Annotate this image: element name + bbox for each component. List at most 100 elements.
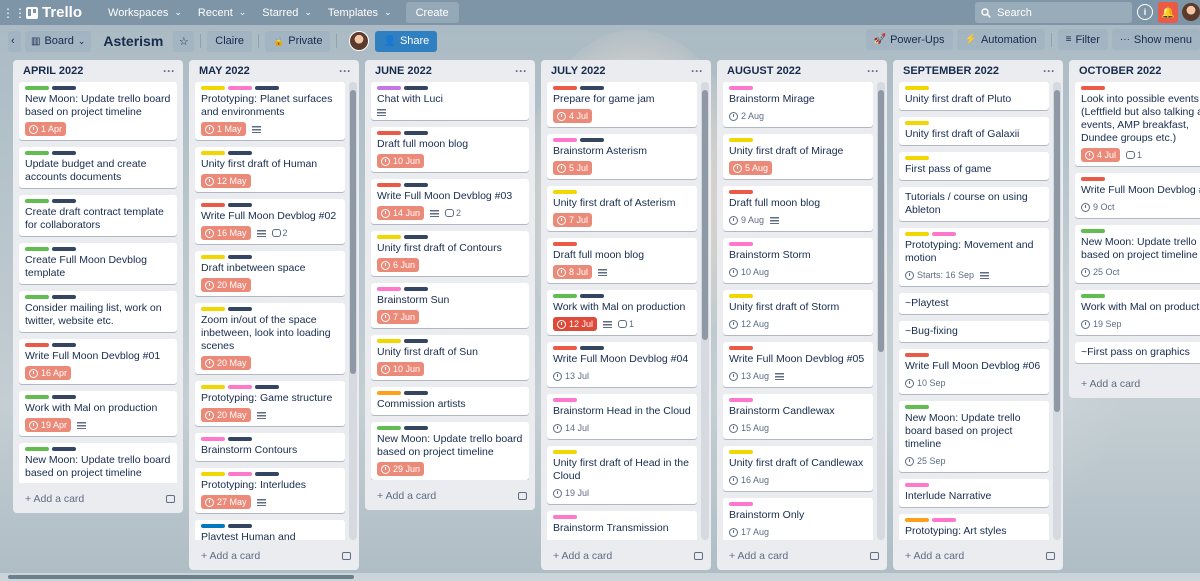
list-title[interactable]: JUNE 2022 xyxy=(375,65,432,77)
label-navy[interactable] xyxy=(52,447,76,451)
label-navy[interactable] xyxy=(404,426,428,430)
label-red[interactable] xyxy=(201,203,225,207)
card[interactable]: Brainstorm Mirage 2 Aug xyxy=(723,82,873,127)
label-navy[interactable] xyxy=(404,131,428,135)
card[interactable]: Prototyping: Art styles22 May xyxy=(899,514,1049,540)
label-yellow[interactable] xyxy=(553,190,577,194)
list-vertical-scrollbar[interactable] xyxy=(877,82,885,540)
add-card-button[interactable]: + Add a card xyxy=(373,486,527,506)
list-title[interactable]: MAY 2022 xyxy=(199,65,250,77)
card[interactable]: Create Full Moon Devblog template xyxy=(19,243,177,284)
due-date-badge[interactable]: 9 Aug xyxy=(729,213,764,227)
due-date-badge[interactable]: 25 Oct xyxy=(1081,265,1120,279)
due-date-badge[interactable]: 10 Jun xyxy=(377,362,425,376)
label-navy[interactable] xyxy=(580,86,604,90)
list-title[interactable]: SEPTEMBER 2022 xyxy=(903,65,999,77)
create-from-template-icon[interactable] xyxy=(694,552,703,560)
label-pink[interactable] xyxy=(553,398,577,402)
card[interactable]: New Moon: Update trello board based on p… xyxy=(19,443,177,483)
menu-starred[interactable]: Starred ⌄ xyxy=(254,2,320,24)
card[interactable]: Write Full Moon Devblog #05 13 Aug xyxy=(723,342,873,387)
label-navy[interactable] xyxy=(404,183,428,187)
card[interactable]: Brainstorm Contours xyxy=(195,433,345,461)
label-green[interactable] xyxy=(1081,229,1105,233)
label-red[interactable] xyxy=(553,242,577,246)
due-date-badge[interactable]: 20 May xyxy=(201,278,251,292)
label-pink[interactable] xyxy=(228,86,252,90)
label-red[interactable] xyxy=(377,131,401,135)
card[interactable]: Write Full Moon Devblog #06 10 Sep xyxy=(899,349,1049,394)
due-date-badge[interactable]: 4 Jul xyxy=(553,109,593,123)
add-card-button[interactable]: + Add a card xyxy=(725,546,879,566)
card[interactable]: Brainstorm Head in the Cloud 14 Jul xyxy=(547,394,697,439)
card[interactable]: Draft full moon blog 10 Jun xyxy=(371,127,529,172)
label-pink[interactable] xyxy=(729,242,753,246)
label-green[interactable] xyxy=(25,295,49,299)
due-date-badge[interactable]: 20 May xyxy=(201,356,251,370)
list-actions-icon[interactable]: ··· xyxy=(1043,64,1055,78)
label-navy[interactable] xyxy=(228,437,252,441)
card[interactable]: Brainstorm Storm 10 Aug xyxy=(723,238,873,283)
due-date-badge[interactable]: 20 Jul xyxy=(553,538,589,540)
board-title[interactable]: Asterism xyxy=(103,33,164,49)
menu-recent[interactable]: Recent ⌄ xyxy=(190,2,254,24)
label-red[interactable] xyxy=(25,343,49,347)
label-navy[interactable] xyxy=(228,307,252,311)
label-purple[interactable] xyxy=(377,86,401,90)
card[interactable]: Write Full Moon Devblog #04 13 Jul xyxy=(547,342,697,387)
card[interactable]: Write Full Moon Devblog #03 14 Jun 2 xyxy=(371,179,529,224)
label-navy[interactable] xyxy=(404,287,428,291)
label-yellow[interactable] xyxy=(201,255,225,259)
list-actions-icon[interactable]: ··· xyxy=(691,64,703,78)
label-yellow[interactable] xyxy=(201,307,225,311)
add-card-button[interactable]: + Add a card xyxy=(21,489,175,509)
list-header[interactable]: JUNE 2022 ··· xyxy=(365,60,535,82)
add-card-button[interactable]: + Add a card xyxy=(549,546,703,566)
label-yellow[interactable] xyxy=(201,472,225,476)
create-from-template-icon[interactable] xyxy=(342,552,351,560)
card[interactable]: Unity first draft of Head in the Cloud 19… xyxy=(547,446,697,504)
scrollbar-thumb[interactable] xyxy=(1054,90,1060,412)
list-header[interactable]: SEPTEMBER 2022 ··· xyxy=(893,60,1063,82)
card[interactable]: Unity first draft of Mirage 5 Aug xyxy=(723,134,873,179)
notifications-bell-icon[interactable]: 🔔 xyxy=(1158,2,1178,23)
card[interactable]: Update budget and create accounts docume… xyxy=(19,147,177,188)
due-date-badge[interactable]: 10 Jun xyxy=(377,154,425,168)
create-from-template-icon[interactable] xyxy=(870,552,879,560)
label-navy[interactable] xyxy=(580,138,604,142)
label-yellow[interactable] xyxy=(905,232,929,236)
label-yellow[interactable] xyxy=(377,235,401,239)
list-header[interactable]: OCTOBER 2022··· xyxy=(1069,60,1200,82)
due-date-badge[interactable]: 19 Jul xyxy=(553,486,589,500)
label-navy[interactable] xyxy=(52,343,76,347)
label-yellow[interactable] xyxy=(905,121,929,125)
card[interactable]: Create draft contract template for colla… xyxy=(19,195,177,236)
show-menu-button[interactable]: ··· Show menu xyxy=(1111,29,1200,50)
workspace-button[interactable]: Claire xyxy=(207,30,253,52)
create-from-template-icon[interactable] xyxy=(166,495,175,503)
label-navy[interactable] xyxy=(228,203,252,207)
list-header[interactable]: AUGUST 2022 ··· xyxy=(717,60,887,82)
label-navy[interactable] xyxy=(52,199,76,203)
label-navy[interactable] xyxy=(52,151,76,155)
create-button[interactable]: Create xyxy=(405,2,459,23)
due-date-badge[interactable]: 19 Sep xyxy=(1081,317,1122,331)
star-icon[interactable]: ☆ xyxy=(173,30,195,52)
automation-button[interactable]: ⚡ Automation xyxy=(956,29,1045,50)
label-navy[interactable] xyxy=(52,247,76,251)
card[interactable]: Tutorials / course on using Ableton xyxy=(899,187,1049,221)
label-green[interactable] xyxy=(25,199,49,203)
label-yellow[interactable] xyxy=(553,450,577,454)
due-date-badge[interactable]: Starts: 16 Sep xyxy=(905,268,974,282)
add-card-button[interactable]: + Add a card xyxy=(197,546,351,566)
label-navy[interactable] xyxy=(580,346,604,350)
due-date-badge[interactable]: 12 Jul xyxy=(553,317,598,331)
due-date-badge[interactable]: 5 Aug xyxy=(729,161,773,175)
due-date-badge[interactable]: 9 Oct xyxy=(1081,200,1115,214)
label-yellow[interactable] xyxy=(905,156,929,160)
label-yellow[interactable] xyxy=(377,339,401,343)
label-red[interactable] xyxy=(905,353,929,357)
card[interactable]: Write Full Moon Devblog #07 9 Oct xyxy=(1075,173,1200,218)
label-yellow[interactable] xyxy=(201,151,225,155)
due-date-badge[interactable]: 14 Jun xyxy=(377,206,425,220)
